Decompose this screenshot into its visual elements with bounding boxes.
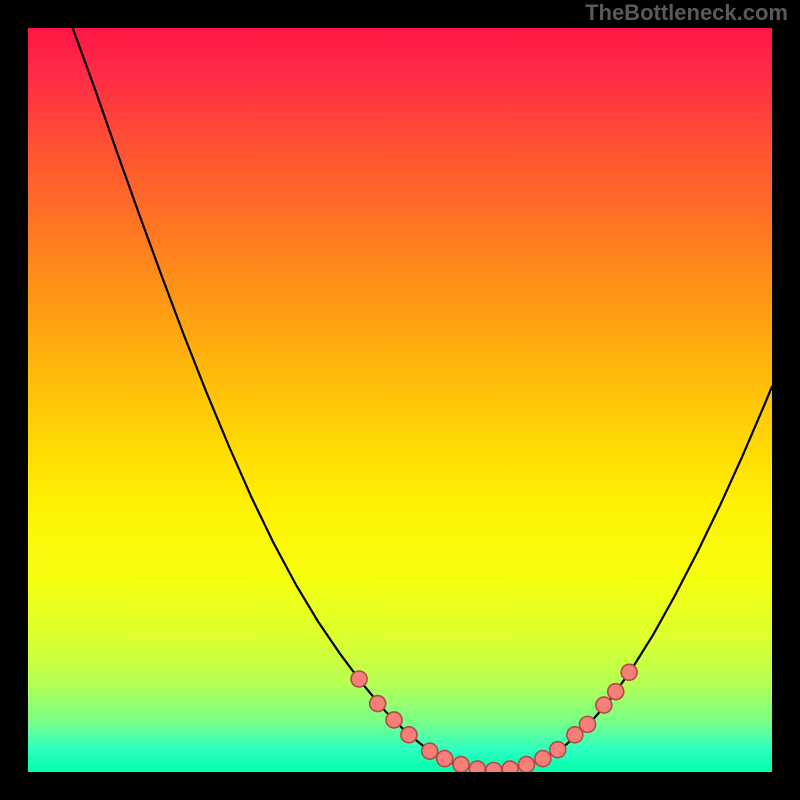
chart-container: { "attribution": { "text": "TheBottlenec… (0, 0, 800, 800)
data-dot (502, 761, 518, 772)
data-dot (550, 742, 566, 758)
data-dot (621, 664, 637, 680)
bottleneck-curve (73, 28, 772, 771)
data-dot (596, 697, 612, 713)
data-dot (469, 761, 485, 772)
data-dot (422, 743, 438, 759)
data-dot (486, 763, 502, 772)
data-dot (453, 757, 469, 772)
data-dot (370, 696, 386, 712)
data-dot (518, 757, 534, 772)
data-dot (437, 751, 453, 767)
data-dot (401, 727, 417, 743)
data-dot (608, 684, 624, 700)
curve-layer (28, 28, 772, 772)
plot-area (28, 28, 772, 772)
data-dot (579, 716, 595, 732)
data-dot (351, 671, 367, 687)
data-dot (386, 712, 402, 728)
data-dot (535, 751, 551, 767)
attribution-text: TheBottleneck.com (585, 0, 788, 26)
